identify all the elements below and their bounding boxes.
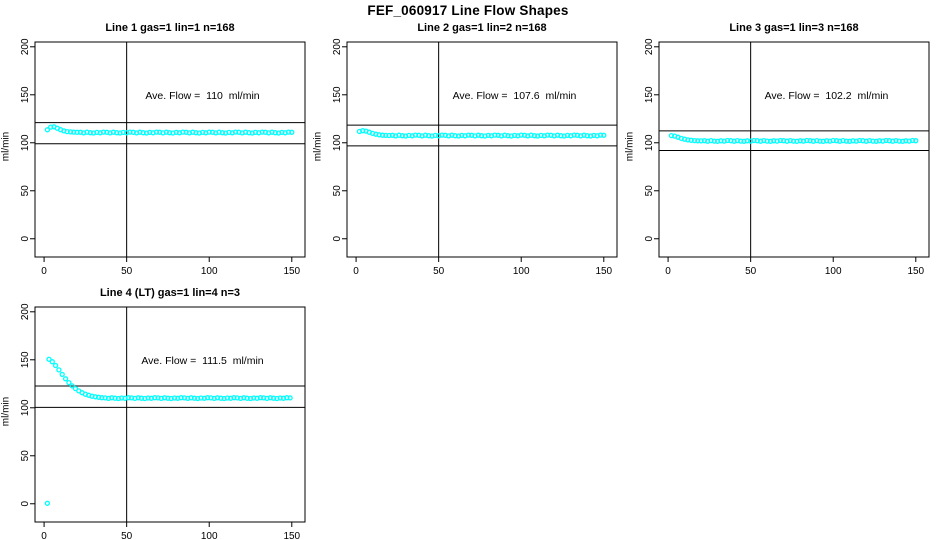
y-tick-label: 50	[20, 185, 31, 197]
subplot-line-2-ylabel: ml/min	[312, 131, 324, 162]
data-points	[44, 356, 293, 506]
x-tick-label: 150	[907, 266, 924, 277]
data-points	[356, 128, 607, 139]
y-tick-label: 200	[20, 303, 31, 320]
plot-box	[34, 41, 306, 258]
x-tick-label: 50	[121, 266, 133, 277]
y-tick-label: 100	[332, 134, 343, 151]
y-tick-label: 100	[644, 134, 655, 151]
plot-box	[34, 306, 306, 523]
x-tick-label: 50	[433, 266, 445, 277]
subplot-line-2: 0 50 100 150 0 50 100 150 200 Line 2 gas=1 lin=2…	[312, 20, 624, 280]
subplot-line-4-ylabel: ml/min	[0, 396, 12, 427]
subplot-line-1-title: Line 1 gas=1 lin=1 n=168	[105, 22, 235, 34]
y-tick-label: 100	[20, 134, 31, 151]
y-tick-label: 150	[644, 86, 655, 103]
subplot-line-2-title: Line 2 gas=1 lin=2 n=168	[417, 22, 547, 34]
subplot-line-3-ylabel: ml/min	[624, 131, 636, 162]
x-tick-label: 150	[283, 531, 300, 540]
y-tick-label: 0	[20, 501, 31, 507]
x-tick-label: 150	[595, 266, 612, 277]
x-tick-label: 100	[513, 266, 530, 277]
y-tick-label: 0	[20, 236, 31, 242]
figure-title: FEF_060917 Line Flow Shapes	[367, 3, 569, 18]
x-tick-label: 0	[665, 266, 671, 277]
y-tick-label: 50	[332, 185, 343, 197]
y-tick-label: 150	[20, 351, 31, 368]
y-tick-label: 200	[644, 38, 655, 55]
subplot-line-3: 0 50 100 150 0 50 100 150 200 Line 3 gas=1 lin=3…	[624, 20, 936, 280]
y-tick-label: 0	[644, 236, 655, 242]
subplot-line-4-title: Line 4 (LT) gas=1 lin=4 n=3	[99, 287, 241, 299]
data-points	[668, 132, 919, 144]
x-tick-label: 50	[121, 531, 133, 540]
subplot-line-3-title: Line 3 gas=1 lin=3 n=168	[729, 22, 859, 34]
plot-box	[658, 41, 930, 258]
x-tick-label: 0	[41, 266, 47, 277]
subplot-line-2-plot-area: 0 50 100 150 0 50 100 150 200	[332, 38, 618, 277]
x-tick-label: 0	[41, 531, 47, 540]
y-tick-label: 200	[332, 38, 343, 55]
x-tick-label: 50	[745, 266, 757, 277]
subplot-line-2-ave-flow-annotation: Ave. Flow = 107.6 ml/min	[452, 90, 577, 102]
plot-box	[346, 41, 618, 258]
subplot-line-4-ave-flow-annotation: Ave. Flow = 111.5 ml/min	[141, 355, 264, 367]
subplot-line-1-ylabel: ml/min	[0, 131, 12, 162]
subplot-line-1-plot-area: 0 50 100 150 0 50 100 150 200	[20, 38, 306, 277]
x-tick-label: 100	[201, 531, 218, 540]
subplot-line-3-plot-area: 0 50 100 150 0 50 100 150 200	[644, 38, 930, 277]
y-tick-label: 100	[20, 399, 31, 416]
subplot-line-4: 0 50 100 150 0 50 100 150 200 Line 4 (LT) gas=1 …	[0, 285, 312, 540]
data-points	[44, 124, 295, 136]
y-tick-label: 0	[332, 236, 343, 242]
subplot-line-3-ave-flow-annotation: Ave. Flow = 102.2 ml/min	[764, 90, 889, 102]
y-tick-label: 200	[20, 38, 31, 55]
x-tick-label: 0	[353, 266, 359, 277]
y-tick-label: 150	[20, 86, 31, 103]
subplot-line-1: 0 50 100 150 0 50 100 150 200 Line 1 gas=1 lin=1…	[0, 20, 312, 280]
y-tick-label: 50	[644, 185, 655, 197]
x-tick-label: 100	[825, 266, 842, 277]
y-tick-label: 150	[332, 86, 343, 103]
x-tick-label: 150	[283, 266, 300, 277]
subplot-line-4-plot-area: 0 50 100 150 0 50 100 150 200	[20, 303, 306, 540]
subplot-line-1-ave-flow-annotation: Ave. Flow = 110 ml/min	[145, 90, 260, 102]
y-tick-label: 50	[20, 450, 31, 462]
x-tick-label: 100	[201, 266, 218, 277]
